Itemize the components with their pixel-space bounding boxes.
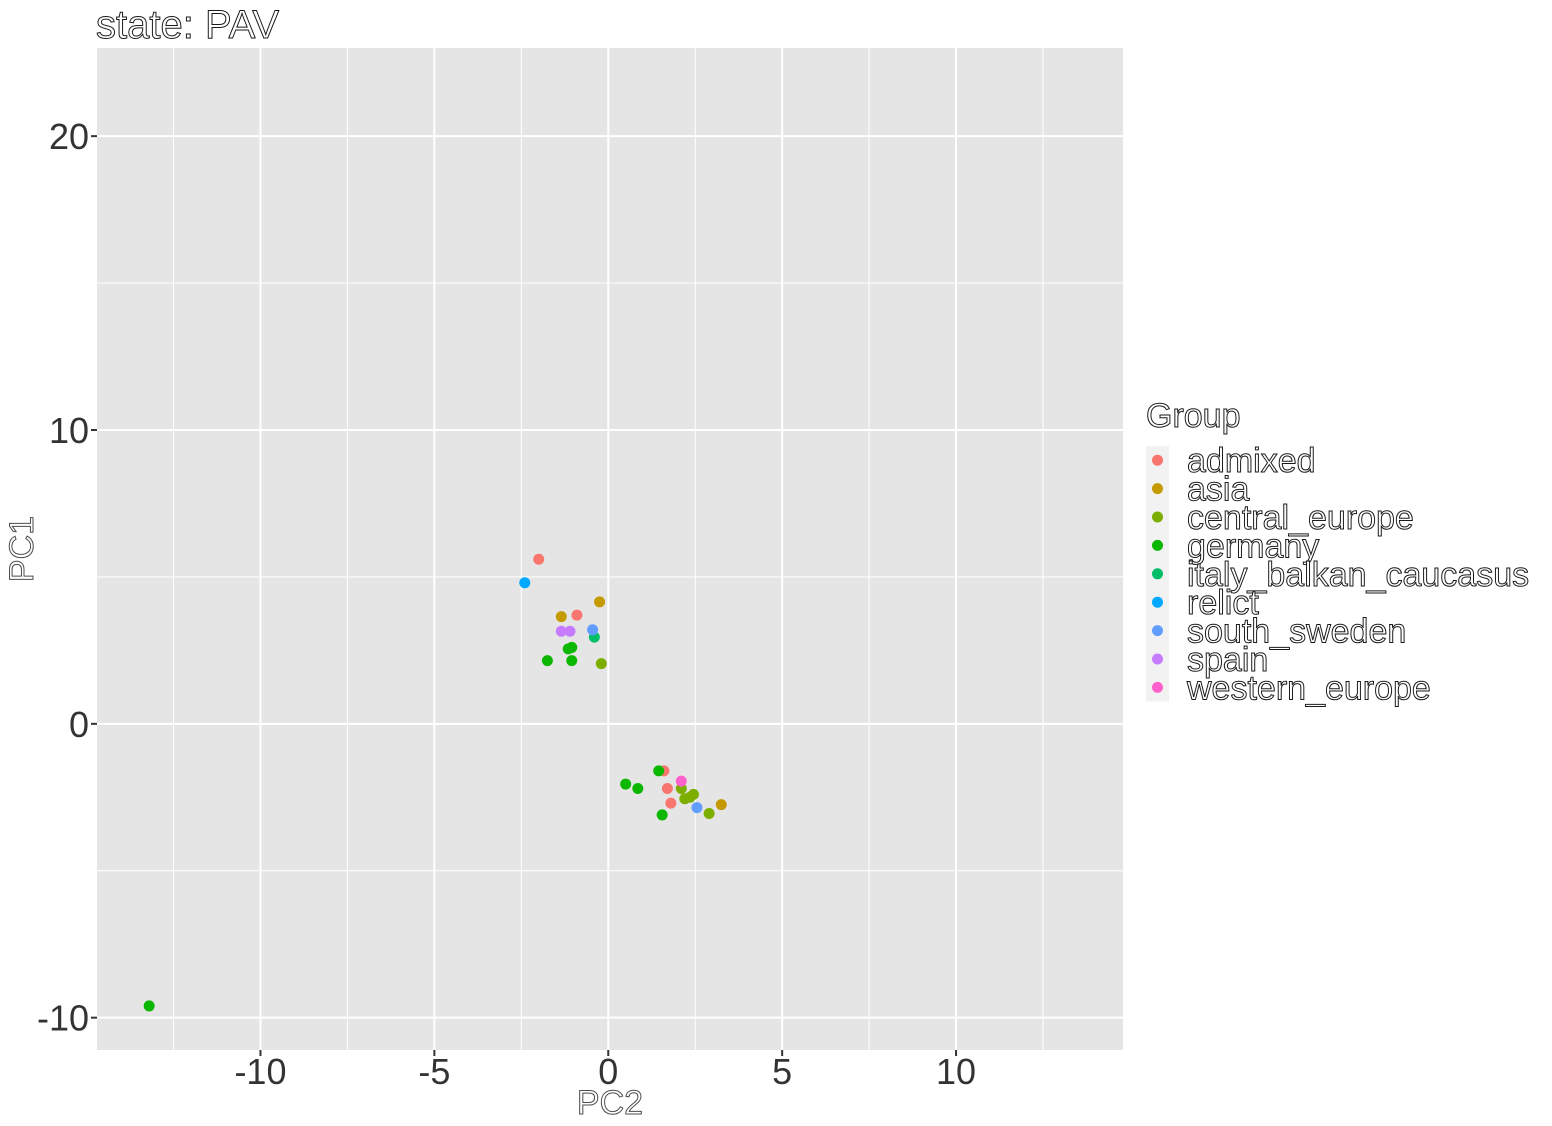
data-point	[703, 807, 715, 819]
y-tick-label: 20	[49, 116, 89, 157]
legend-marker	[1152, 511, 1163, 523]
legend-title: Group	[1146, 397, 1241, 435]
y-tick-label: -10	[37, 998, 89, 1039]
data-point	[687, 788, 699, 800]
legend-item: admixed	[1146, 442, 1316, 481]
legend-label: admixed	[1187, 442, 1316, 480]
data-point	[620, 778, 632, 790]
legend-item: western_europe	[1146, 669, 1431, 708]
legend-label: germany	[1187, 527, 1319, 565]
legend-marker	[1152, 681, 1163, 693]
data-point	[594, 596, 606, 608]
x-tick-label: 10	[936, 1051, 976, 1092]
x-tick-label: -5	[418, 1051, 450, 1092]
y-axis-ticks: -10 0 10 20	[37, 116, 97, 1039]
data-point	[587, 624, 599, 636]
data-points	[143, 553, 727, 1012]
y-tick-label: 10	[49, 410, 89, 451]
legend-marker	[1152, 454, 1163, 466]
data-point	[564, 625, 576, 637]
chart-title: state: PAV	[96, 3, 279, 47]
legend-item: germany	[1146, 527, 1320, 566]
legend-marker	[1152, 539, 1163, 551]
data-point	[715, 799, 727, 811]
legend-item: spain	[1146, 641, 1269, 680]
legend-marker	[1152, 568, 1163, 580]
legend-item: italy_balkan_caucasus	[1146, 555, 1530, 594]
legend-label: south_sweden	[1187, 613, 1406, 651]
legend: Group admixedasiacentral_europegermanyit…	[1146, 397, 1530, 708]
legend-marker	[1152, 483, 1163, 495]
legend-label: relict	[1187, 584, 1259, 622]
minor-gridlines	[97, 48, 1123, 1050]
data-point	[566, 641, 578, 653]
legend-item: south_sweden	[1146, 612, 1407, 651]
legend-marker	[1152, 596, 1163, 608]
data-point	[691, 802, 703, 814]
data-point	[665, 797, 677, 809]
x-tick-label: -10	[234, 1051, 286, 1092]
data-point	[653, 765, 665, 777]
legend-marker	[1152, 625, 1163, 637]
data-point	[533, 553, 545, 565]
data-point	[571, 609, 583, 621]
x-tick-label: 5	[772, 1051, 792, 1092]
plot-panel	[97, 48, 1123, 1050]
legend-item: asia	[1146, 470, 1250, 509]
data-point	[555, 625, 567, 637]
x-axis-title: PC2	[577, 1084, 643, 1122]
data-point	[675, 775, 687, 787]
legend-marker	[1152, 653, 1163, 665]
data-point	[632, 782, 644, 794]
major-gridlines	[97, 48, 1123, 1050]
y-axis-title: PC1	[3, 516, 41, 582]
legend-label: central_europe	[1187, 499, 1414, 537]
data-point	[555, 611, 567, 623]
legend-items: admixedasiacentral_europegermanyitaly_ba…	[1146, 442, 1530, 708]
legend-label: italy_balkan_caucasus	[1187, 556, 1529, 594]
data-point	[519, 577, 531, 589]
legend-label: western_europe	[1186, 669, 1431, 707]
x-axis-ticks: -10 -5 0 5 10	[234, 1050, 976, 1092]
y-tick-label: 0	[69, 704, 89, 745]
legend-item: central_europe	[1146, 499, 1414, 538]
data-point	[656, 809, 668, 821]
legend-label: asia	[1187, 471, 1249, 509]
data-point	[143, 1000, 155, 1012]
data-point	[541, 655, 553, 667]
data-point	[595, 658, 607, 670]
legend-label: spain	[1187, 641, 1268, 679]
x-tick-label: 0	[598, 1051, 618, 1092]
legend-item: relict	[1146, 584, 1260, 623]
data-point	[661, 782, 673, 794]
data-point	[566, 655, 578, 667]
